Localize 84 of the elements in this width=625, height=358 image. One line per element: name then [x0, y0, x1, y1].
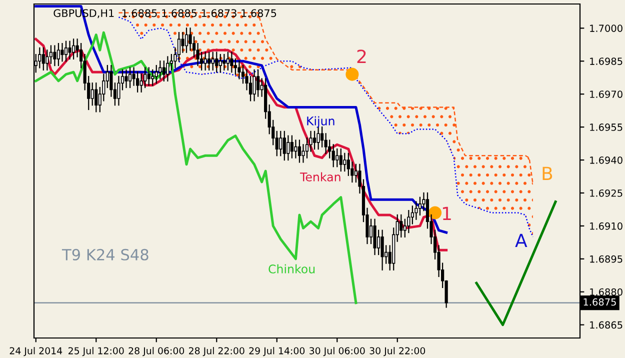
- candlestick: [196, 43, 200, 66]
- y-tick-label: 1.6970: [590, 90, 622, 98]
- y-tick-label: 1.6940: [590, 156, 622, 164]
- candlestick: [68, 40, 72, 60]
- candlestick: [208, 52, 211, 70]
- candlestick: [222, 54, 226, 70]
- x-tick-label: 25 Jul 12:00: [68, 347, 124, 356]
- candlestick: [94, 82, 98, 112]
- ref-line-label: 1.6875: [584, 298, 616, 306]
- candlestick: [64, 40, 68, 62]
- series-label: Kijun: [307, 116, 334, 128]
- candlestick: [369, 218, 373, 244]
- candlestick: [343, 152, 346, 172]
- x-tick-label: 24 Jul 2014: [10, 347, 62, 356]
- series-label: Chinkou: [268, 264, 315, 274]
- candlestick: [110, 64, 113, 97]
- candlestick: [46, 50, 49, 70]
- annotation: 1: [442, 206, 451, 220]
- candlestick: [380, 230, 384, 270]
- x-tick-label: 30 Jul 22:00: [370, 347, 426, 356]
- candlestick: [60, 43, 64, 62]
- candlestick: [42, 47, 45, 70]
- candlestick: [144, 67, 147, 88]
- candlestick: [184, 28, 188, 53]
- candlestick: [238, 60, 241, 80]
- candlestick: [154, 64, 158, 84]
- annotation: T9 K24 S48: [62, 248, 148, 260]
- x-tick-label: 29 Jul 14:00: [249, 347, 305, 356]
- series-label: Tenkan: [300, 172, 340, 182]
- candlestick: [211, 52, 214, 70]
- candlestick: [53, 45, 56, 66]
- annotation: 2: [357, 50, 366, 63]
- candlestick: [128, 67, 132, 88]
- candlestick: [181, 32, 184, 53]
- candlestick: [162, 60, 166, 82]
- y-tick-label: 1.6880: [590, 288, 622, 296]
- candlestick: [166, 56, 170, 82]
- y-tick-label: 1.6865: [590, 321, 622, 329]
- candlestick: [275, 130, 278, 156]
- x-tick-label: 28 Jul 06:00: [128, 347, 184, 356]
- candlestick: [376, 230, 380, 256]
- candlestick: [124, 69, 128, 88]
- candlestick: [336, 148, 339, 168]
- annotation: B: [542, 166, 552, 180]
- y-tick-label: 1.6895: [590, 255, 622, 263]
- y-tick-label: 1.7000: [590, 24, 622, 32]
- y-tick-label: 1.6925: [590, 189, 622, 197]
- candlestick: [230, 52, 234, 73]
- candlestick: [332, 144, 335, 168]
- candlestick: [226, 52, 230, 70]
- candlestick: [49, 45, 52, 64]
- candlestick: [151, 69, 154, 86]
- candlestick: [215, 52, 218, 73]
- candlestick: [320, 126, 324, 148]
- candlestick: [407, 210, 410, 234]
- y-tick-label: 1.6985: [590, 58, 622, 65]
- y-tick-label: 1.6910: [590, 222, 622, 230]
- candlestick: [279, 130, 282, 156]
- annotation: A: [515, 234, 528, 247]
- candlestick: [312, 130, 316, 150]
- candlestick: [147, 67, 150, 86]
- candlestick: [298, 140, 302, 163]
- candlestick: [90, 82, 94, 106]
- candlestick: [56, 43, 60, 66]
- candlestick: [282, 130, 286, 161]
- candlestick: [373, 218, 376, 256]
- line-series: [34, 31, 358, 304]
- x-tick-label: 30 Jul 06:00: [310, 347, 365, 356]
- x-tick-label: 28 Jul 22:00: [189, 347, 244, 356]
- candlestick: [252, 69, 256, 102]
- candlestick: [72, 38, 76, 60]
- y-tick-label: 1.6955: [590, 124, 622, 131]
- candlestick: [218, 54, 222, 73]
- candlestick: [354, 164, 358, 183]
- candlestick: [286, 135, 290, 161]
- candlestick: [294, 140, 298, 158]
- candlestick: [38, 47, 42, 68]
- candlestick: [339, 148, 342, 172]
- candlestick: [290, 135, 294, 158]
- candlestick: [256, 69, 260, 97]
- candlestick: [316, 126, 320, 150]
- candlestick: [400, 214, 403, 238]
- candlestick: [158, 60, 162, 80]
- candlestick: [204, 52, 207, 70]
